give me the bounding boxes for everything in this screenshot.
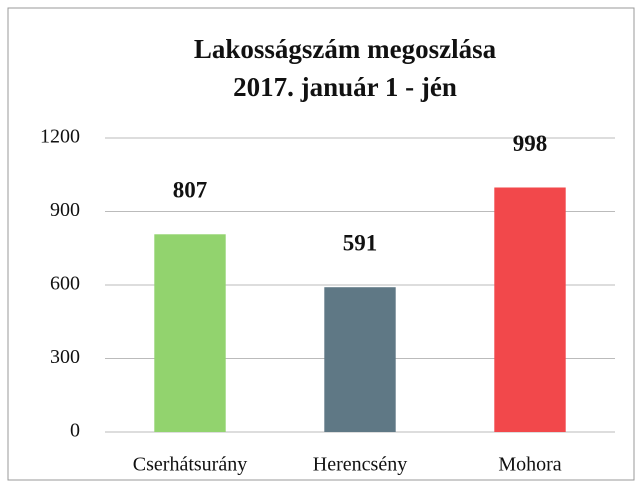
data-label: 807 (173, 178, 208, 203)
data-label: 998 (513, 131, 548, 156)
x-tick-label: Herencsény (313, 454, 407, 476)
chart-title: Lakosságszám megoszlása (194, 34, 497, 64)
y-tick-label: 900 (50, 199, 80, 221)
x-tick-label: Cserhátsurány (133, 454, 247, 476)
bar (154, 234, 226, 432)
x-tick-label: Mohora (498, 454, 561, 476)
chart-title: 2017. január 1 - jén (233, 72, 457, 102)
y-tick-label: 300 (50, 346, 80, 368)
y-tick-label: 0 (70, 420, 80, 442)
bar (494, 187, 566, 432)
y-tick-label: 1200 (40, 126, 80, 148)
data-label: 591 (343, 230, 378, 255)
y-tick-label: 600 (50, 273, 80, 295)
bar (324, 287, 396, 432)
